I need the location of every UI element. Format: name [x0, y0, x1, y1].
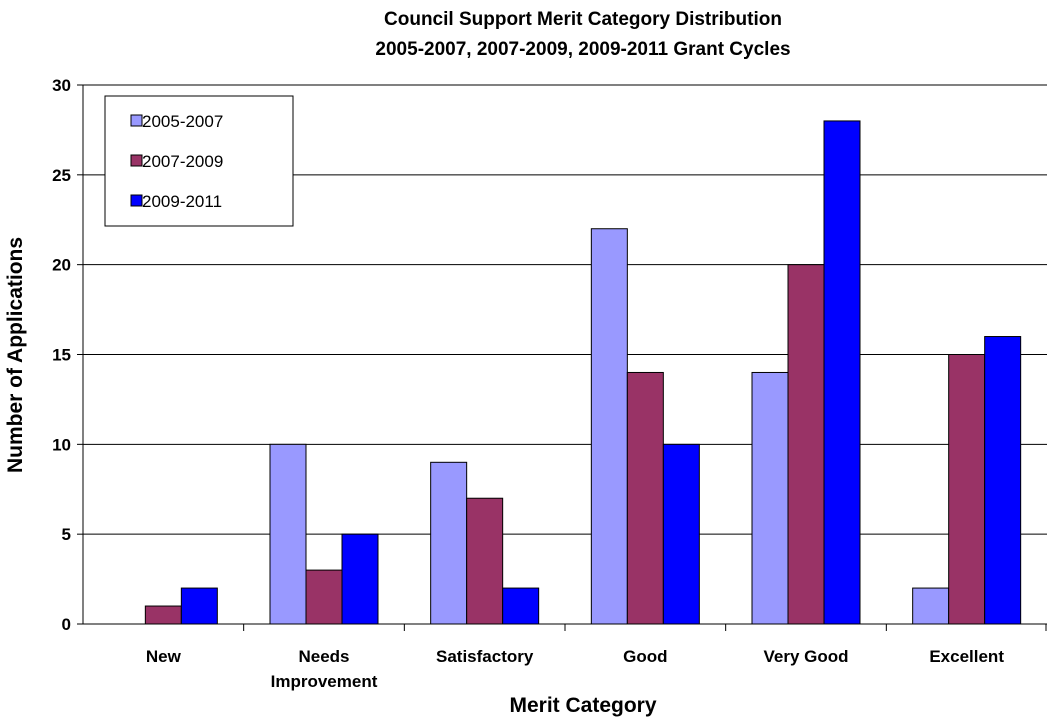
chart-title: Council Support Merit Category Distribut… — [384, 9, 782, 30]
legend-swatch — [130, 114, 143, 127]
bar-2007-2009-very-good — [787, 264, 825, 625]
bar-2009-2011-satisfactory — [502, 587, 540, 625]
y-tick-label: 20 — [52, 256, 71, 275]
x-axis-label: Merit Category — [509, 694, 656, 717]
legend-label: 2007-2009 — [142, 152, 223, 171]
y-axis-label: Number of Applications — [4, 237, 27, 473]
bar-2009-2011-new — [180, 587, 218, 625]
bar-2005-2007-satisfactory — [430, 461, 468, 625]
bar-2005-2007-needs-improvement — [269, 443, 307, 625]
bar-2005-2007-good — [590, 228, 628, 625]
bar-2009-2011-excellent — [984, 336, 1022, 625]
chart-subtitle: 2005-2007, 2007-2009, 2009-2011 Grant Cy… — [375, 39, 790, 60]
legend-label: 2005-2007 — [142, 112, 223, 131]
x-tick-label: New — [146, 647, 182, 666]
bar-2005-2007-excellent — [912, 587, 950, 625]
bar-2009-2011-needs-improvement — [341, 533, 379, 625]
y-tick-labels: 0 5 10 15 20 25 30 — [52, 76, 71, 634]
x-tick-label: Improvement — [271, 672, 378, 691]
legend-swatch — [130, 194, 143, 207]
bar-2009-2011-good — [662, 443, 700, 625]
legend-label: 2009-2011 — [142, 192, 222, 211]
bar-2005-2007-very-good — [751, 371, 789, 625]
x-tick-label: Good — [623, 647, 667, 666]
legend: 2005-2007 2007-2009 2009-2011 — [104, 95, 294, 227]
bar-2007-2009-good — [626, 371, 664, 625]
bar-2009-2011-very-good — [823, 120, 861, 625]
y-tick-label: 0 — [62, 615, 71, 634]
bars — [144, 120, 1022, 625]
y-tick-label: 10 — [52, 435, 71, 454]
bar-2007-2009-satisfactory — [466, 497, 504, 625]
x-tick-label: Needs — [298, 647, 349, 666]
bar-2007-2009-new — [144, 605, 182, 625]
legend-swatch — [130, 154, 143, 167]
y-tick-label: 15 — [52, 346, 71, 365]
x-tick-labels: New Needs Improvement Satisfactory Good Very … — [146, 647, 1004, 691]
bar-2007-2009-excellent — [948, 354, 986, 625]
x-tick-label: Satisfactory — [436, 647, 534, 666]
axes — [77, 84, 1047, 631]
bar-2007-2009-needs-improvement — [305, 569, 343, 625]
y-tick-label: 30 — [52, 76, 71, 95]
x-tick-label: Excellent — [929, 647, 1004, 666]
y-tick-label: 25 — [52, 166, 71, 185]
y-tick-label: 5 — [62, 525, 71, 544]
x-tick-label: Very Good — [763, 647, 848, 666]
